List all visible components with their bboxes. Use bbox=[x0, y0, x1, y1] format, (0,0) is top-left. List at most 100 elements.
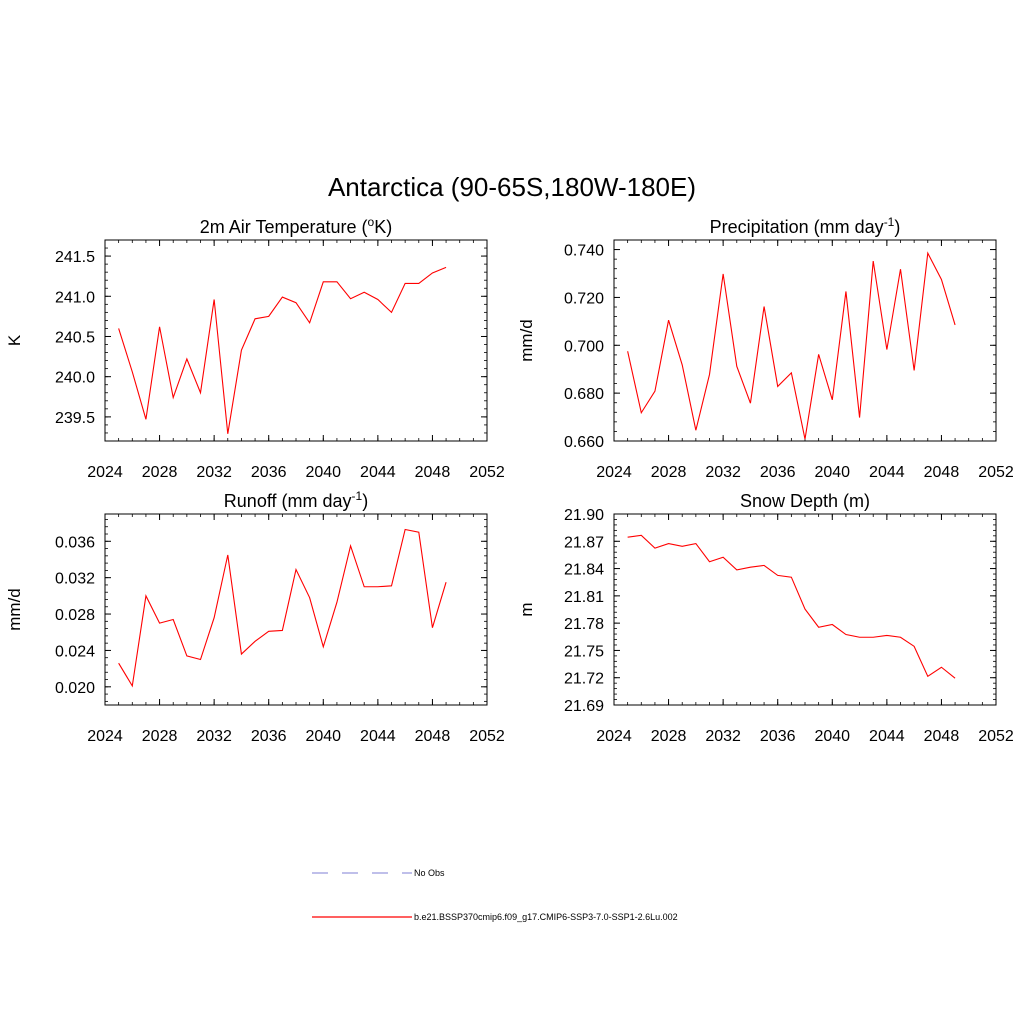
y-tick-label: 0.700 bbox=[564, 338, 604, 355]
x-tick-label: 2052 bbox=[469, 464, 505, 481]
data-point bbox=[914, 646, 915, 647]
x-tick-label: 2032 bbox=[196, 464, 232, 481]
data-point bbox=[418, 532, 419, 533]
y-axis-label: mm/d bbox=[517, 319, 536, 362]
y-tick-label: 0.720 bbox=[564, 290, 604, 307]
y-tick-label: 0.660 bbox=[564, 434, 604, 451]
data-point bbox=[186, 655, 187, 656]
y-tick-label: 240.5 bbox=[55, 329, 95, 346]
x-tick-label: 2044 bbox=[360, 464, 396, 481]
data-point bbox=[873, 637, 874, 638]
x-tick-label: 2024 bbox=[87, 728, 123, 745]
data-point bbox=[736, 569, 737, 570]
data-point bbox=[118, 663, 119, 664]
data-point bbox=[173, 619, 174, 620]
data-point bbox=[159, 326, 160, 327]
y-tick-label: 21.81 bbox=[564, 589, 604, 606]
data-point bbox=[254, 318, 255, 319]
x-tick-label: 2036 bbox=[760, 464, 796, 481]
x-tick-label: 2032 bbox=[705, 728, 741, 745]
x-tick-label: 2044 bbox=[869, 728, 905, 745]
data-point bbox=[350, 545, 351, 546]
plot-frame bbox=[613, 239, 997, 442]
data-point bbox=[627, 537, 628, 538]
x-tick-label: 2036 bbox=[251, 728, 287, 745]
y-tick-label: 21.78 bbox=[564, 616, 604, 633]
data-point bbox=[859, 637, 860, 638]
data-point bbox=[845, 291, 846, 292]
panel-title: 2m Air Temperature (oK) bbox=[200, 215, 392, 237]
data-point bbox=[391, 585, 392, 586]
data-point bbox=[900, 269, 901, 270]
data-point bbox=[941, 279, 942, 280]
data-point bbox=[763, 565, 764, 566]
data-point bbox=[445, 582, 446, 583]
data-point bbox=[886, 349, 887, 350]
data-point bbox=[254, 641, 255, 642]
series-line bbox=[118, 266, 447, 434]
data-point bbox=[241, 653, 242, 654]
data-point bbox=[445, 267, 446, 268]
panel-title: Snow Depth (m) bbox=[740, 491, 870, 511]
data-point bbox=[173, 397, 174, 398]
data-point bbox=[309, 597, 310, 598]
x-tick-label: 2040 bbox=[305, 464, 341, 481]
x-tick-label: 2040 bbox=[305, 728, 341, 745]
x-tick-label: 2024 bbox=[596, 728, 632, 745]
data-point bbox=[682, 364, 683, 365]
data-point bbox=[654, 391, 655, 392]
y-tick-label: 21.87 bbox=[564, 534, 604, 551]
data-point bbox=[750, 567, 751, 568]
y-tick-label: 21.90 bbox=[564, 507, 604, 524]
data-point bbox=[391, 312, 392, 313]
panel-2: 2024 2028 2032 2036 2040 2044 2048 2052 0.020 0.0… bbox=[5, 489, 505, 745]
x-tick-label: 2040 bbox=[814, 464, 850, 481]
x-tick-label: 2048 bbox=[924, 728, 960, 745]
x-tick-label: 2032 bbox=[196, 728, 232, 745]
data-point bbox=[627, 351, 628, 352]
y-tick-label: 0.032 bbox=[55, 571, 95, 588]
data-point bbox=[723, 557, 724, 558]
panels: 2024 2028 2032 2036 2040 2044 2048 2052 239.5 240… bbox=[5, 215, 1014, 745]
y-tick-label: 240.0 bbox=[55, 370, 95, 387]
data-point bbox=[859, 417, 860, 418]
y-tick-label: 239.5 bbox=[55, 410, 95, 427]
y-tick-label: 0.680 bbox=[564, 386, 604, 403]
series-line bbox=[627, 534, 956, 679]
x-tick-label: 2048 bbox=[415, 464, 451, 481]
data-point bbox=[377, 299, 378, 300]
data-point bbox=[914, 370, 915, 371]
panel-0: 2024 2028 2032 2036 2040 2044 2048 2052 239.5 240… bbox=[5, 215, 505, 481]
data-point bbox=[377, 586, 378, 587]
x-tick-label: 2028 bbox=[651, 464, 687, 481]
panel-title: Runoff (mm day-1) bbox=[224, 489, 368, 511]
data-point bbox=[432, 627, 433, 628]
data-point bbox=[641, 412, 642, 413]
x-tick-label: 2044 bbox=[869, 464, 905, 481]
data-point bbox=[336, 281, 337, 282]
data-point bbox=[159, 623, 160, 624]
data-point bbox=[668, 320, 669, 321]
panel-3: 2024 2028 2032 2036 2040 2044 2048 2052 21.69 21.… bbox=[517, 491, 1014, 745]
y-tick-label: 0.020 bbox=[55, 680, 95, 697]
data-point bbox=[309, 322, 310, 323]
data-point bbox=[668, 543, 669, 544]
data-point bbox=[777, 575, 778, 576]
data-point bbox=[695, 543, 696, 544]
x-tick-label: 2036 bbox=[251, 464, 287, 481]
data-point bbox=[323, 281, 324, 282]
data-point bbox=[695, 430, 696, 431]
y-tick-label: 21.75 bbox=[564, 643, 604, 660]
legend-label-0: No Obs bbox=[414, 868, 445, 878]
x-tick-label: 2028 bbox=[651, 728, 687, 745]
y-tick-label: 241.0 bbox=[55, 289, 95, 306]
data-point bbox=[641, 535, 642, 536]
data-point bbox=[227, 433, 228, 434]
data-point bbox=[818, 354, 819, 355]
y-tick-label: 21.84 bbox=[564, 562, 604, 579]
x-tick-label: 2052 bbox=[469, 728, 505, 745]
series-line bbox=[118, 528, 447, 688]
data-point bbox=[818, 627, 819, 628]
